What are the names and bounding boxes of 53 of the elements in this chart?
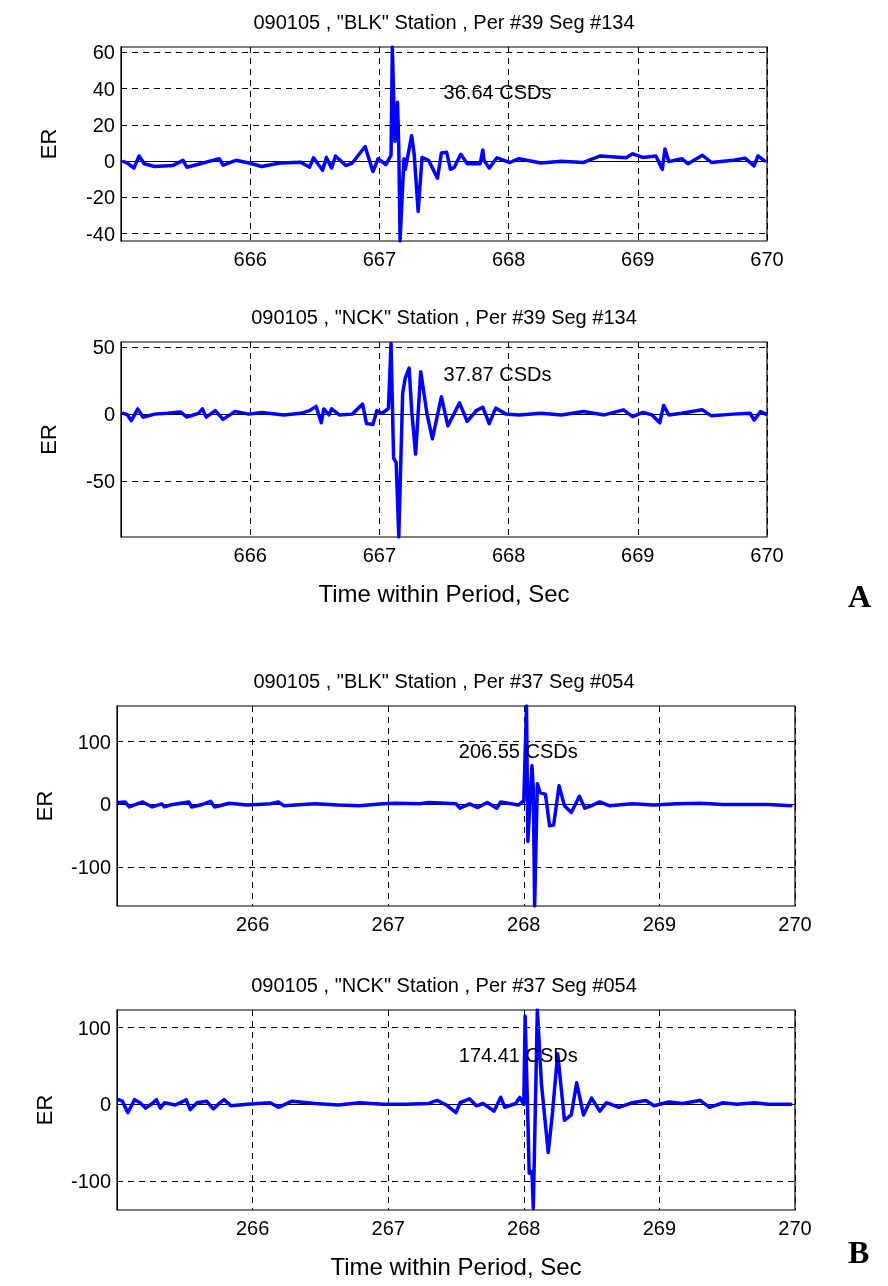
y-tick-label: 20: [92, 113, 115, 136]
x-tick-label: 266: [235, 913, 270, 935]
x-tick-label: 267: [371, 1217, 405, 1239]
y-tick-label: -20: [86, 186, 115, 209]
y-axis-title: ER: [35, 424, 61, 455]
x-tick-label: 670: [750, 544, 784, 566]
chart-title: 090105 , "NCK" Station , Per #39 Seg #134: [251, 306, 637, 328]
x-tick-label: 668: [491, 544, 526, 566]
text: A: [848, 578, 872, 614]
line-series: [121, 45, 767, 243]
y-tick-label: -40: [86, 222, 115, 245]
y-tick-label: 0: [103, 403, 115, 426]
line-series: [116, 704, 793, 908]
chart-title: 090105 , "NCK" Station , Per #37 Seg #054: [251, 974, 637, 996]
x-tick-label: 666: [233, 248, 267, 270]
annotation: 36.64 CSDs: [443, 81, 552, 103]
x-axis-title: Time within Period, Sec: [318, 579, 570, 607]
x-tick-label: 669: [621, 544, 655, 566]
y-axis-title: ER: [31, 790, 57, 822]
x-axis-title: Time within Period, Sec: [330, 1252, 582, 1280]
x-tick-label: 666: [233, 544, 267, 566]
x-tick-label: 670: [750, 248, 784, 270]
y-tick-label: 40: [92, 77, 115, 100]
x-tick-label: 268: [507, 1217, 541, 1239]
x-tick-label: 269: [642, 913, 677, 935]
x-tick-label: 269: [642, 1217, 677, 1239]
y-axis-title: ER: [35, 128, 61, 160]
x-tick-label: 270: [778, 1217, 812, 1239]
y-tick-label: 0: [103, 150, 115, 173]
line-series: [116, 1008, 793, 1211]
x-tick-label: 668: [491, 248, 526, 270]
x-tick-label: 667: [362, 544, 397, 566]
y-tick-label: 100: [77, 730, 111, 753]
y-tick-label: -100: [70, 1169, 111, 1192]
text: B: [848, 1234, 870, 1270]
x-tick-label: 267: [371, 913, 405, 935]
y-tick-label: 0: [99, 793, 111, 816]
x-tick-label: 268: [507, 913, 541, 935]
y-tick-label: 0: [99, 1093, 111, 1116]
annotation: 37.87 CSDs: [443, 363, 552, 385]
x-tick-label: 266: [235, 1217, 270, 1239]
chart-title: 090105 , "BLK" Station , Per #39 Seg #134: [253, 11, 635, 33]
y-tick-label: 60: [92, 41, 115, 64]
chart-title: 090105 , "BLK" Station , Per #37 Seg #054: [253, 670, 635, 692]
line-series: [121, 341, 768, 539]
x-tick-label: 270: [778, 913, 812, 935]
x-tick-label: 667: [362, 248, 397, 270]
y-tick-label: -100: [70, 856, 111, 879]
y-tick-label: 100: [77, 1016, 111, 1039]
y-tick-label: 50: [92, 336, 115, 359]
y-tick-label: -50: [86, 469, 115, 492]
x-tick-label: 669: [621, 248, 655, 270]
y-axis-title: ER: [31, 1094, 57, 1126]
